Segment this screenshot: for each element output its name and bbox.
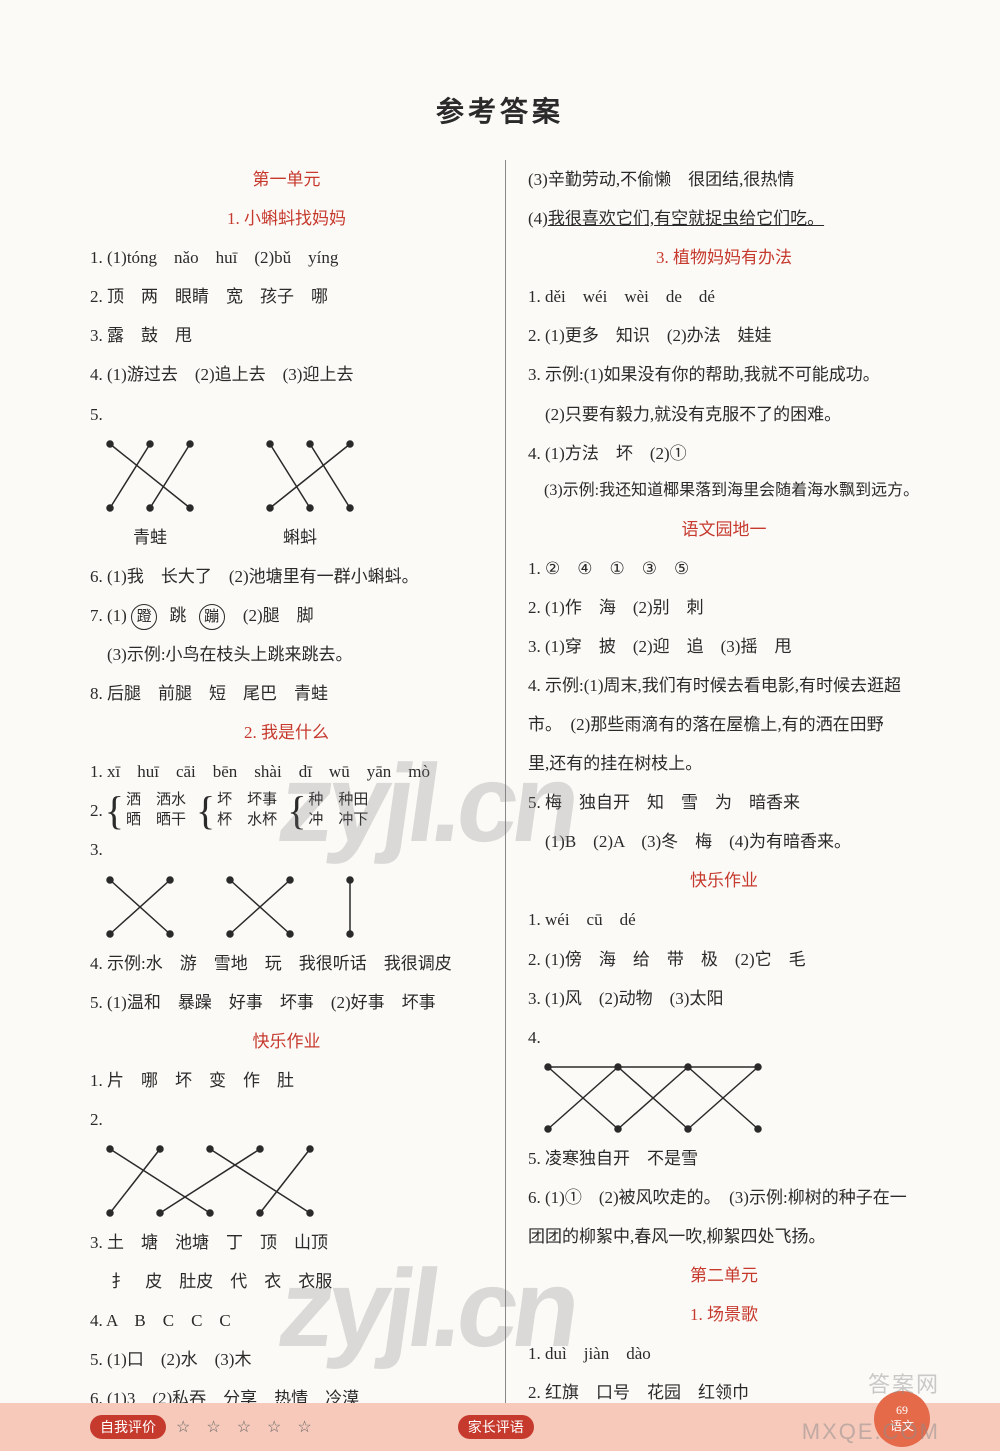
answer-line: 8. 后腿 前腿 短 尾巴 青蛙	[90, 674, 483, 713]
q2-bracket-row: 2. { 洒 洒水 晒 晒干 { 坏 坏事 杯 水杯 { 种 种田 冲 冲下	[90, 791, 483, 830]
brace-icon: {	[196, 801, 215, 821]
answer-line: 5. 凌寒独自开 不是雪	[528, 1139, 920, 1178]
page-subject: 语文	[890, 1419, 914, 1435]
q5-labels: 青蛙 蝌蚪	[90, 518, 390, 557]
self-eval-pill: 自我评价	[90, 1415, 166, 1439]
pair: 洒 洒水 晒 晒干	[126, 791, 186, 830]
matching-diagram	[528, 1059, 828, 1137]
answer-line: 3. (1)穿 披 (2)迎 追 (3)摇 甩	[528, 627, 920, 666]
page-num: 69	[896, 1403, 908, 1419]
answer-line: 2. 顶 两 眼睛 宽 孩子 哪	[90, 277, 483, 316]
q7-line: 7. (1) 蹬 跳 蹦 (2)腿 脚	[90, 596, 483, 635]
lesson-3-header: 3. 植物妈妈有办法	[528, 238, 920, 277]
matching-diagram	[90, 872, 410, 942]
text: 晒 晒干	[126, 811, 186, 831]
answer-line: 里,还有的挂在树枝上。	[528, 744, 920, 783]
q4-label: 4.	[528, 1018, 920, 1057]
answer-line: 团团的柳絮中,春风一吹,柳絮四处飞扬。	[528, 1217, 920, 1256]
char: 跳	[169, 606, 186, 625]
brace-icon: {	[105, 801, 124, 821]
answer-line: 6. (1)① (2)被风吹走的。 (3)示例:柳树的种子在一	[528, 1178, 920, 1217]
page-title: 参考答案	[0, 0, 1000, 130]
answer-line: 5. 梅 独自开 知 雪 为 暗香来	[528, 783, 920, 822]
answer-line: 1. děi wéi wèi de dé	[528, 277, 920, 316]
q7-prefix: 7. (1)	[90, 606, 127, 625]
answer-line: 1. 片 哪 坏 变 作 肚	[90, 1061, 483, 1100]
q3-label: 3.	[90, 830, 483, 869]
prefix: (4)	[528, 209, 548, 228]
answer-line: 1. duì jiàn dào	[528, 1334, 920, 1373]
left-column: 第一单元 1. 小蝌蚪找妈妈 1. (1)tóng nǎo huī (2)bǔ …	[90, 160, 505, 1418]
answer-line: (3)辛勤劳动,不偷懒 很团结,很热情	[528, 160, 920, 199]
homework-header: 快乐作业	[90, 1022, 483, 1061]
answer-line: 5. (1)口 (2)水 (3)木	[90, 1340, 483, 1379]
footer-bar: 自我评价 ☆ ☆ ☆ ☆ ☆ 家长评语	[0, 1403, 1000, 1451]
answer-line: 3. 土 塘 池塘 丁 顶 山顶	[90, 1223, 483, 1262]
text: 杯 水杯	[217, 811, 277, 831]
answer-line: 1. xī huī cāi bēn shài dī wū yān mò	[90, 752, 483, 791]
answer-line: 2. (1)傍 海 给 带 极 (2)它 毛	[528, 940, 920, 979]
text: 洒 洒水	[126, 791, 186, 811]
answer-line: 3. 示例:(1)如果没有你的帮助,我就不可能成功。	[528, 355, 920, 394]
answer-line: (2)只要有毅力,就没有克服不了的困难。	[528, 395, 920, 434]
answer-line: 1. wéi cū dé	[528, 900, 920, 939]
unit-2-header: 第二单元	[528, 1256, 920, 1295]
text: 冲 冲下	[308, 811, 368, 831]
answer-line: 6. (1)我 长大了 (2)池塘里有一群小蝌蚪。	[90, 557, 483, 596]
answer-line: 4. 示例:(1)周末,我们有时候去看电影,有时候去逛超	[528, 666, 920, 705]
answer-line: 扌 皮 肚皮 代 衣 衣服	[90, 1262, 483, 1301]
answer-line: 1. (1)tóng nǎo huī (2)bǔ yíng	[90, 238, 483, 277]
answer-line: (3)示例:我还知道椰果落到海里会随着海水飘到远方。	[528, 473, 920, 510]
underlined-text: 我很喜欢它们,有空就捉虫给它们吃。	[548, 209, 824, 228]
lesson-s1-header: 1. 场景歌	[528, 1295, 920, 1334]
q2-label: 2.	[90, 1100, 483, 1139]
pair: 种 种田 冲 冲下	[308, 791, 368, 830]
answer-line: 3. (1)风 (2)动物 (3)太阳	[528, 979, 920, 1018]
brace-icon: {	[287, 801, 306, 821]
circled-char: 蹦	[199, 604, 225, 630]
unit-1-header: 第一单元	[90, 160, 483, 199]
matching-diagram	[90, 436, 390, 516]
right-column: (3)辛勤劳动,不偷懒 很团结,很热情 (4)我很喜欢它们,有空就捉虫给它们吃。…	[505, 160, 920, 1418]
text: 坏 坏事	[217, 791, 277, 811]
lesson-1-header: 1. 小蝌蚪找妈妈	[90, 199, 483, 238]
label: 蝌蚪	[210, 518, 390, 557]
answer-line: 4. (1)方法 坏 (2)①	[528, 434, 920, 473]
answer-line: 3. 露 鼓 甩	[90, 316, 483, 355]
answer-line: (3)示例:小鸟在枝头上跳来跳去。	[90, 635, 483, 674]
q7-part2: (2)腿 脚	[243, 606, 314, 625]
content-columns: 第一单元 1. 小蝌蚪找妈妈 1. (1)tóng nǎo huī (2)bǔ …	[0, 130, 1000, 1418]
answer-line: 2. (1)更多 知识 (2)办法 娃娃	[528, 316, 920, 355]
answer-line: 2. (1)作 海 (2)别 刺	[528, 588, 920, 627]
homework-header-2: 快乐作业	[528, 861, 920, 900]
circled-char: 蹬	[131, 604, 157, 630]
answer-line: 1. ② ④ ① ③ ⑤	[528, 549, 920, 588]
star-rating: ☆ ☆ ☆ ☆ ☆	[176, 1417, 318, 1437]
answer-line: 4. A B C C C	[90, 1301, 483, 1340]
q5-label: 5.	[90, 395, 483, 434]
text: 种 种田	[308, 791, 368, 811]
answer-line: (1)B (2)A (3)冬 梅 (4)为有暗香来。	[528, 822, 920, 861]
parent-eval-pill: 家长评语	[458, 1415, 534, 1439]
lesson-2-header: 2. 我是什么	[90, 713, 483, 752]
matching-diagram	[90, 1141, 370, 1221]
answer-line: (4)我很喜欢它们,有空就捉虫给它们吃。	[528, 199, 920, 238]
answer-line: 5. (1)温和 暴躁 好事 坏事 (2)好事 坏事	[90, 983, 483, 1022]
label: 青蛙	[90, 518, 210, 557]
pair: 坏 坏事 杯 水杯	[217, 791, 277, 830]
answer-line: 4. 示例:水 游 雪地 玩 我很听话 我很调皮	[90, 944, 483, 983]
yuwen-header: 语文园地一	[528, 510, 920, 549]
answer-line: 4. (1)游过去 (2)追上去 (3)迎上去	[90, 355, 483, 394]
q2-num: 2.	[90, 791, 103, 830]
page-number-badge: 69 语文	[874, 1391, 930, 1447]
answer-line: 市。 (2)那些雨滴有的落在屋檐上,有的洒在田野	[528, 705, 920, 744]
